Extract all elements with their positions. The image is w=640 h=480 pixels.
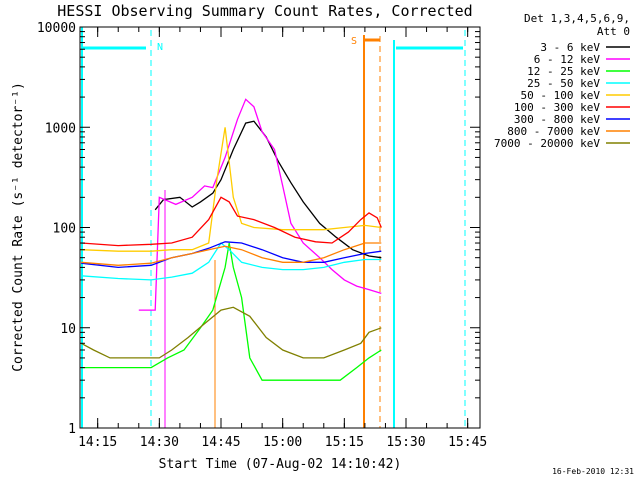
x-tick-label: 15:45 [448, 435, 487, 450]
legend-label-8: 800 - 7000 keV [507, 125, 600, 138]
legend-label-7: 300 - 800 keV [514, 113, 600, 126]
x-axis-label: Start Time (07-Aug-02 14:10:42) [159, 457, 402, 472]
series-line-5 [81, 127, 382, 252]
x-tick-label: 15:30 [386, 435, 425, 450]
series-layer [80, 98, 382, 381]
legend-label-3: 12 - 25 keV [527, 65, 600, 78]
x-tick-label: 15:15 [325, 435, 364, 450]
series-line-8 [81, 242, 382, 266]
y-axis-ticks: 1 10 100 1000 10000 [37, 21, 480, 437]
legend-label-5: 50 - 100 keV [521, 89, 601, 102]
legend-label-2: 6 - 12 keV [534, 53, 601, 66]
timestamp: 16-Feb-2010 12:31 [552, 467, 634, 476]
series-line-4 [81, 242, 382, 281]
y-tick-label: 100 [53, 222, 76, 237]
y-axis-label: Corrected Count Rate (s⁻¹ detector⁻¹) [11, 82, 26, 372]
legend-label-1: 3 - 6 keV [540, 41, 600, 54]
series-line-1 [154, 120, 382, 259]
legend-title-1: Det 1,3,4,5,6,9, [524, 12, 630, 25]
x-tick-label: 15:00 [263, 435, 302, 450]
x-tick-label: 14:30 [140, 435, 179, 450]
y-tick-label: 10 [60, 322, 76, 337]
legend-title-2: Att 0 [597, 25, 630, 38]
legend-label-9: 7000 - 20000 keV [494, 137, 600, 150]
series-line-3 [81, 242, 382, 381]
series-line-9 [80, 306, 382, 359]
legend-label-6: 100 - 300 keV [514, 101, 600, 114]
series-line-2 [138, 98, 382, 311]
x-tick-label: 14:15 [78, 435, 117, 450]
n-label: N [157, 42, 163, 53]
y-tick-label: 1000 [45, 121, 76, 136]
chart-title: HESSI Observing Summary Count Rates, Cor… [57, 2, 472, 20]
series-line-7 [81, 241, 382, 269]
y-tick-label: 1 [68, 422, 76, 437]
x-axis-ticks: 14:15 14:30 14:45 15:00 15:15 15:30 15:45 [78, 27, 487, 450]
y-tick-label: 10000 [37, 21, 76, 36]
series-line-6 [81, 196, 382, 247]
legend-label-4: 25 - 50 keV [527, 77, 600, 90]
x-tick-label: 14:45 [201, 435, 240, 450]
s-label: S [351, 36, 357, 47]
